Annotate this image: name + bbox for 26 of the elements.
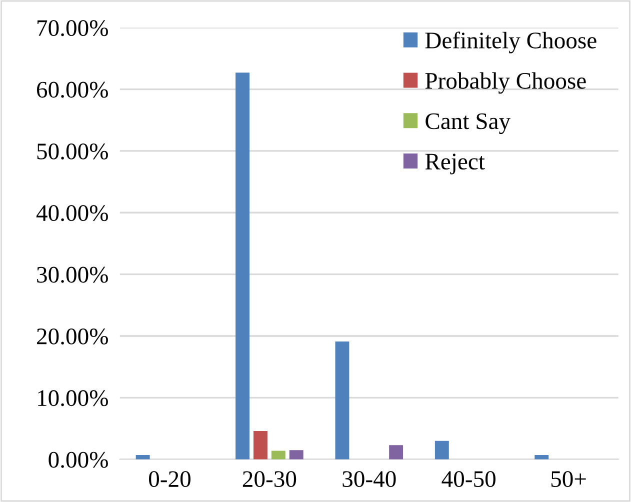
y-tick-label: 30.00% [37,266,108,283]
bar [335,342,350,460]
bar [434,440,449,460]
y-tick-label: 10.00% [38,390,108,406]
x-tick-label: 50+ [551,471,586,488]
x-tick-label: 20-30 [242,471,296,488]
y-tick-label: 50.00% [37,143,108,160]
bar [271,450,286,460]
x-tick-label: 40-50 [442,471,496,488]
legend-label: Reject [425,154,485,174]
bar [534,455,549,460]
y-tick-label: 0.00% [48,452,108,468]
legend-label: Probably Choose [425,72,586,94]
y-tick-label: 20.00% [37,328,108,345]
x-tick-label: 30-40 [342,471,396,488]
y-tick-label: 60.00% [37,82,108,98]
bar [289,450,304,460]
y-tick-label: 40.00% [36,205,108,222]
legend-label: Definitely Choose [425,32,596,54]
bar [236,72,250,460]
legend-label: Cant Say [426,113,510,134]
y-tick-label: 70.00% [38,20,108,36]
bar [253,430,268,460]
x-tick-label: 0-20 [149,471,190,488]
bar [389,445,404,460]
bar [136,455,150,460]
